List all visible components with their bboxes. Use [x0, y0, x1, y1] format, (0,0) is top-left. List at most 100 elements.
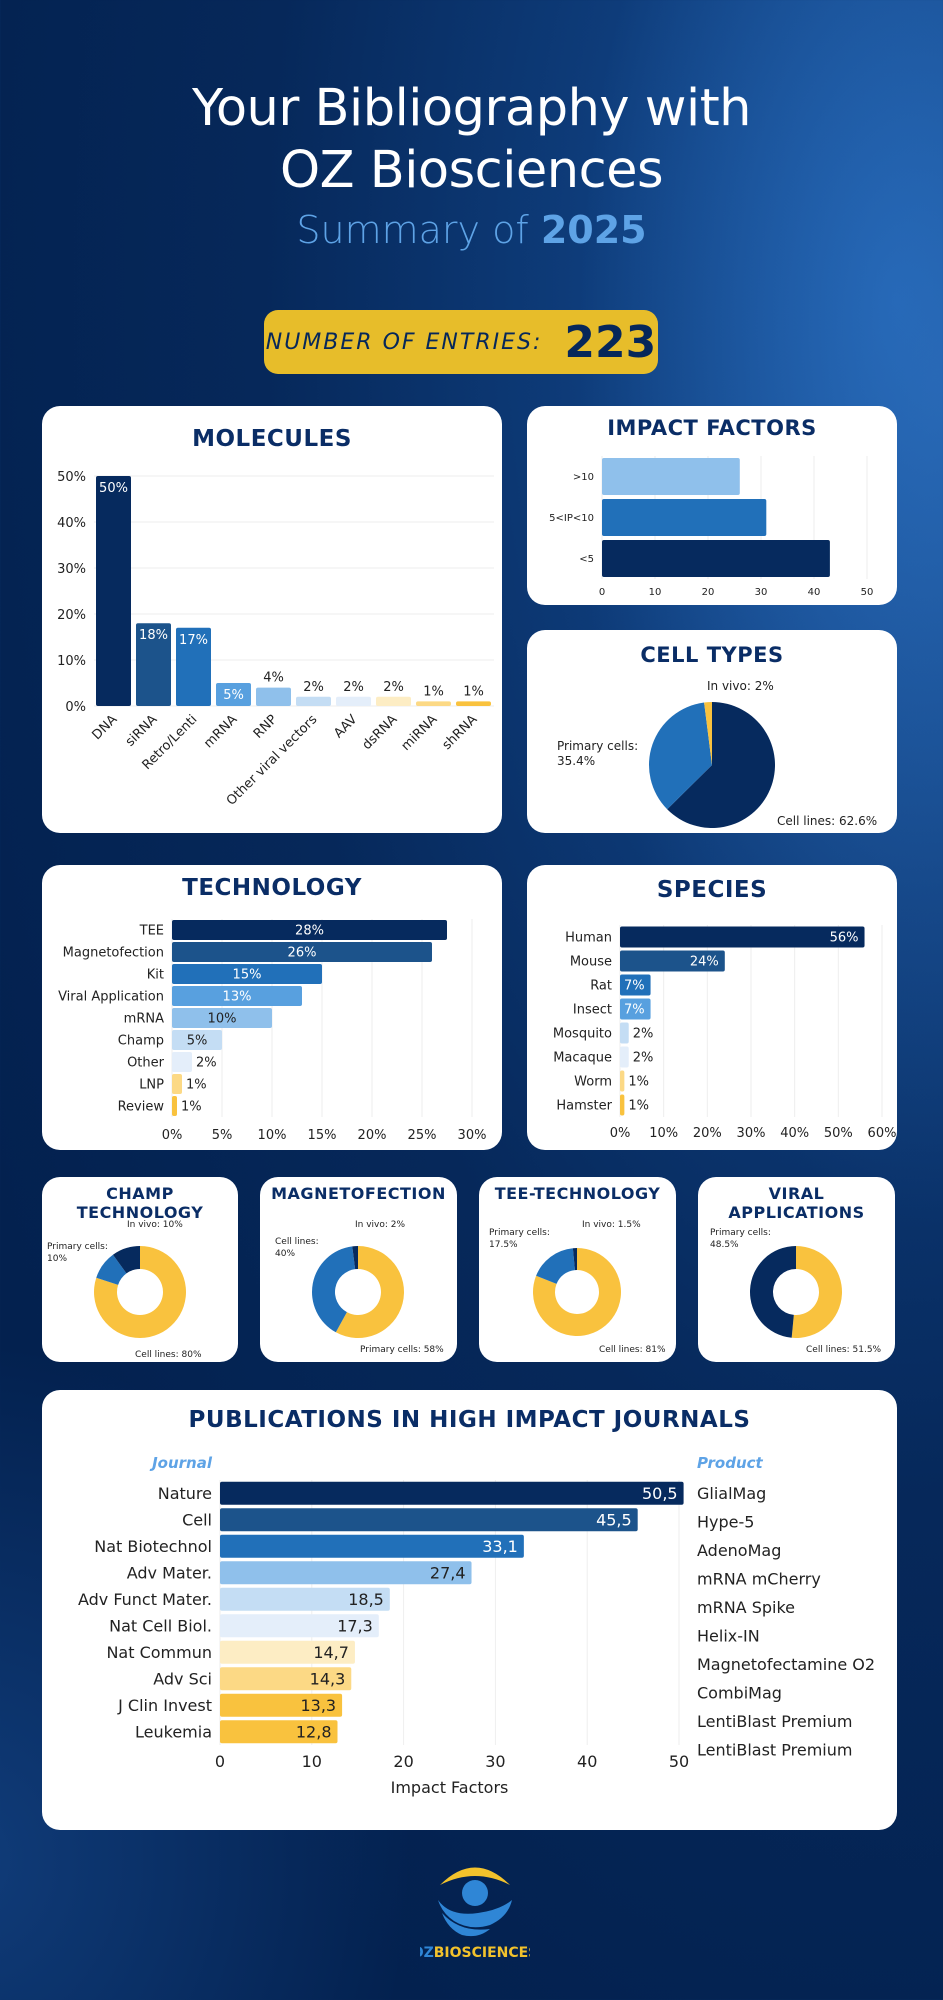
- svg-text:48.5%: 48.5%: [710, 1240, 739, 1250]
- svg-text:Primary cells:: Primary cells:: [557, 739, 638, 753]
- svg-text:Journal: Journal: [149, 1454, 213, 1472]
- svg-text:DNA: DNA: [89, 712, 120, 743]
- svg-text:Magnetofection: Magnetofection: [63, 946, 164, 961]
- page-title: Your Bibliography with OZ Biosciences: [0, 78, 943, 202]
- svg-text:0%: 0%: [610, 1126, 631, 1141]
- svg-text:2%: 2%: [196, 1056, 217, 1071]
- svg-text:0: 0: [215, 1752, 225, 1771]
- svg-text:Hype-5: Hype-5: [697, 1513, 754, 1532]
- svg-text:25%: 25%: [408, 1128, 437, 1143]
- svg-text:10%: 10%: [649, 1126, 678, 1141]
- svg-text:10: 10: [649, 587, 662, 598]
- svg-text:17%: 17%: [179, 633, 208, 648]
- svg-text:siRNA: siRNA: [123, 712, 161, 750]
- svg-text:In vivo: 1.5%: In vivo: 1.5%: [582, 1220, 641, 1230]
- svg-text:30%: 30%: [737, 1126, 766, 1141]
- svg-text:LNP: LNP: [139, 1078, 164, 1093]
- svg-text:Helix-IN: Helix-IN: [697, 1627, 760, 1646]
- svg-text:Primary cells:: Primary cells:: [489, 1228, 550, 1238]
- svg-text:Primary cells:: Primary cells:: [47, 1242, 108, 1252]
- svg-text:5%: 5%: [212, 1128, 233, 1143]
- svg-text:RNP: RNP: [251, 712, 281, 742]
- svg-text:Hamster: Hamster: [556, 1099, 612, 1114]
- svg-text:40: 40: [577, 1752, 597, 1771]
- logo-eye-icon: OZBIOSCIENCES: [412, 1867, 538, 1961]
- svg-text:Review: Review: [118, 1100, 165, 1115]
- svg-text:13%: 13%: [223, 990, 252, 1005]
- svg-text:Cell lines:: Cell lines:: [275, 1237, 319, 1247]
- svg-text:30%: 30%: [57, 562, 86, 577]
- subtitle-prefix: Summary of: [296, 208, 529, 252]
- tee-card: TEE-TECHNOLOGY Cell lines: 81% Primary ce…: [479, 1177, 676, 1362]
- magnetofection-donut: Primary cells: 58% Cell lines: 40% In vivo:…: [275, 1220, 444, 1355]
- species-card: SPECIES 0% 10% 20% 30% 40% 50% 60% Human 56% Mous…: [527, 865, 897, 1150]
- svg-text:20%: 20%: [693, 1126, 722, 1141]
- journals-card: PUBLICATIONS IN HIGH IMPACT JOURNALS 0 10…: [42, 1390, 897, 1830]
- svg-text:Adv Mater.: Adv Mater.: [127, 1564, 212, 1583]
- species-chart: 0% 10% 20% 30% 40% 50% 60% Human 56% Mouse 24% Rat 7…: [553, 925, 896, 1141]
- svg-text:17.5%: 17.5%: [489, 1240, 518, 1250]
- svg-text:Insect: Insect: [573, 1003, 612, 1018]
- svg-text:5<IP<10: 5<IP<10: [549, 513, 594, 524]
- svg-text:45,5: 45,5: [596, 1511, 632, 1530]
- svg-text:Other: Other: [127, 1056, 165, 1071]
- svg-text:40%: 40%: [780, 1126, 809, 1141]
- svg-text:10%: 10%: [57, 654, 86, 669]
- cell-types-pie: Cell lines: 62.6% Primary cells:35.4% In v…: [557, 679, 877, 828]
- svg-text:2%: 2%: [343, 680, 364, 695]
- svg-text:In vivo: 2%: In vivo: 2%: [707, 679, 774, 693]
- svg-text:Nature: Nature: [158, 1484, 212, 1503]
- svg-text:30: 30: [755, 587, 768, 598]
- tee-donut: Cell lines: 81% Primary cells: 17.5% In viv…: [489, 1220, 666, 1355]
- svg-text:33,1: 33,1: [482, 1537, 518, 1556]
- svg-text:50: 50: [861, 587, 874, 598]
- viral-card: VIRAL APPLICATIONS Cell lines: 51.5% Prim…: [698, 1177, 895, 1362]
- svg-text:Nat Commun: Nat Commun: [106, 1643, 212, 1662]
- svg-text:14,7: 14,7: [313, 1643, 349, 1662]
- svg-text:20%: 20%: [358, 1128, 387, 1143]
- svg-text:50%: 50%: [99, 481, 128, 496]
- svg-text:Adv Sci: Adv Sci: [153, 1670, 212, 1689]
- svg-text:13,3: 13,3: [300, 1696, 336, 1715]
- svg-text:27,4: 27,4: [430, 1564, 466, 1583]
- svg-text:18,5: 18,5: [348, 1590, 384, 1609]
- svg-text:>10: >10: [573, 472, 594, 483]
- champ-card: CHAMP TECHNOLOGY Cell lines: 80% Primary …: [42, 1177, 238, 1362]
- svg-text:Champ: Champ: [118, 1034, 164, 1049]
- magnetofection-card: MAGNETOFECTION Primary cells: 58% Cell li…: [260, 1177, 457, 1362]
- svg-text:Magnetofectamine O2: Magnetofectamine O2: [697, 1655, 875, 1674]
- champ-donut: Cell lines: 80% Primary cells: 10% In vivo:…: [47, 1220, 202, 1360]
- svg-text:shRNA: shRNA: [440, 712, 481, 753]
- svg-text:1%: 1%: [628, 1075, 649, 1090]
- svg-text:5%: 5%: [223, 688, 244, 703]
- svg-text:LentiBlast Premium: LentiBlast Premium: [697, 1741, 852, 1760]
- svg-text:Impact Factors: Impact Factors: [391, 1778, 509, 1797]
- svg-text:14,3: 14,3: [310, 1670, 346, 1689]
- oz-biosciences-logo: OZBIOSCIENCES: [412, 1855, 538, 1965]
- species-title: SPECIES: [656, 877, 768, 903]
- svg-text:1%: 1%: [628, 1099, 649, 1114]
- svg-text:10%: 10%: [47, 1254, 67, 1264]
- svg-text:50,5: 50,5: [642, 1484, 678, 1503]
- svg-text:40%: 40%: [57, 516, 86, 531]
- svg-text:2%: 2%: [633, 1051, 654, 1066]
- impact-factors-card: IMPACT FACTORS 0 10 20 30 40 50 >10 5<IP<10 <5: [527, 406, 897, 605]
- journals-title: PUBLICATIONS IN HIGH IMPACT JOURNALS: [188, 1407, 751, 1433]
- svg-text:15%: 15%: [233, 968, 262, 983]
- svg-text:2%: 2%: [383, 680, 404, 695]
- svg-text:50: 50: [669, 1752, 689, 1771]
- svg-text:7%: 7%: [624, 979, 645, 994]
- svg-text:Cell: Cell: [182, 1511, 212, 1530]
- svg-text:30: 30: [485, 1752, 505, 1771]
- journals-chart: 0 10 20 30 40 50 Nature 50,5 Cell 45,5 Nat Biotech…: [78, 1454, 875, 1797]
- svg-text:Mouse: Mouse: [570, 955, 612, 970]
- technology-chart: 0% 5% 10% 15% 20% 25% 30%TEE 28%Magnetofection 2…: [58, 919, 486, 1143]
- entries-badge: NUMBER OF ENTRIES: 223: [264, 310, 658, 374]
- svg-text:20: 20: [393, 1752, 413, 1771]
- svg-text:AdenoMag: AdenoMag: [697, 1541, 781, 1560]
- svg-text:dsRNA: dsRNA: [360, 712, 401, 753]
- impact-factors-title: IMPACT FACTORS: [607, 416, 817, 440]
- entries-label: NUMBER OF ENTRIES:: [265, 329, 543, 355]
- svg-text:20: 20: [702, 587, 715, 598]
- cell-types-card: CELL TYPES Cell lines: 62.6% Primary cell…: [527, 630, 897, 833]
